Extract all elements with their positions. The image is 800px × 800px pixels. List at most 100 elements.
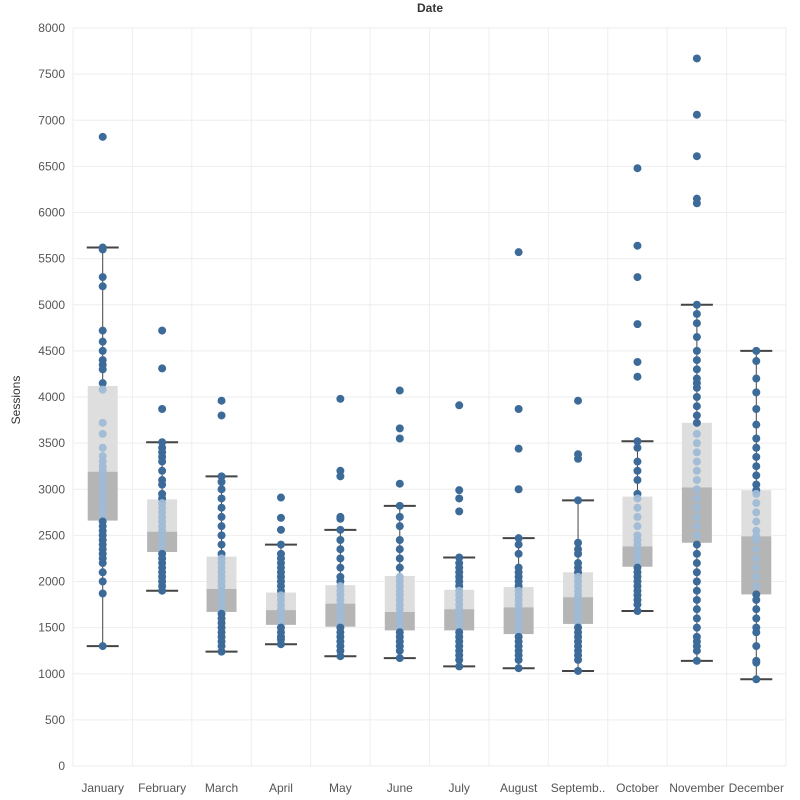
data-point [158, 438, 167, 447]
data-point [692, 365, 701, 374]
data-point [395, 424, 404, 433]
data-point [395, 654, 404, 663]
data-point [633, 494, 642, 503]
data-point [336, 535, 345, 544]
y-tick-label: 7000 [38, 113, 65, 127]
data-point [633, 357, 642, 366]
data-point [276, 513, 285, 522]
data-point [692, 383, 701, 392]
y-tick-label: 5000 [38, 298, 65, 312]
y-tick-label: 4000 [38, 390, 65, 404]
grid-lines [72, 27, 787, 767]
data-point [336, 514, 345, 523]
y-tick-label: 4500 [38, 344, 65, 358]
data-point [692, 300, 701, 309]
data-point [692, 466, 701, 475]
data-point [692, 448, 701, 457]
data-point [752, 563, 761, 572]
data-point [633, 164, 642, 173]
data-point [692, 512, 701, 521]
data-point [574, 454, 583, 463]
data-point [633, 241, 642, 250]
data-point [98, 282, 107, 291]
y-tick-label: 500 [45, 713, 65, 727]
data-point [217, 477, 226, 486]
data-point [752, 526, 761, 535]
data-point [514, 444, 523, 453]
data-point [98, 346, 107, 355]
data-point [692, 656, 701, 665]
data-point [98, 642, 107, 651]
data-point [98, 443, 107, 452]
data-point [395, 535, 404, 544]
data-point [455, 494, 464, 503]
y-tick-label: 3000 [38, 482, 65, 496]
data-point [514, 540, 523, 549]
data-point [217, 647, 226, 656]
data-point [98, 568, 107, 577]
data-point [574, 538, 583, 547]
data-point [158, 364, 167, 373]
data-point [752, 614, 761, 623]
data-point [692, 614, 701, 623]
data-point [752, 605, 761, 614]
x-tick-label: May [329, 781, 352, 795]
data-point [692, 646, 701, 655]
data-point [395, 646, 404, 655]
data-point [395, 522, 404, 531]
y-tick-labels: 0 500 1000 1500 2000 2500 3000 3500 4000 4500 5000… [38, 21, 65, 773]
data-point [217, 396, 226, 405]
data-point [692, 418, 701, 427]
data-point [692, 623, 701, 632]
data-point [514, 655, 523, 664]
data-point [633, 607, 642, 616]
data-point [158, 586, 167, 595]
data-point [514, 534, 523, 543]
data-point [752, 658, 761, 667]
data-point [752, 675, 761, 684]
data-point [514, 485, 523, 494]
data-point [752, 357, 761, 366]
data-point [692, 485, 701, 494]
data-point [752, 471, 761, 480]
data-point [633, 512, 642, 521]
data-point [98, 337, 107, 346]
data-point [752, 443, 761, 452]
data-point [692, 595, 701, 604]
data-point [276, 540, 285, 549]
data-point [692, 577, 701, 586]
data-point [158, 404, 167, 413]
x-tick-label: October [616, 781, 659, 795]
data-point [633, 273, 642, 282]
data-point [98, 273, 107, 282]
data-point [752, 452, 761, 461]
data-point [752, 480, 761, 489]
data-point [158, 326, 167, 335]
data-point [692, 356, 701, 365]
data-point [574, 396, 583, 405]
data-point [752, 420, 761, 429]
x-tick-label: December [729, 781, 784, 795]
data-point [692, 309, 701, 318]
data-point [692, 494, 701, 503]
data-point [395, 386, 404, 395]
data-point [336, 525, 345, 534]
data-point [455, 507, 464, 516]
data-point [395, 554, 404, 563]
data-point [692, 402, 701, 411]
data-point [455, 655, 464, 664]
x-tick-label: November [669, 781, 724, 795]
data-point [692, 476, 701, 485]
data-point [217, 503, 226, 512]
data-point [692, 333, 701, 342]
data-point [395, 545, 404, 554]
data-point [752, 499, 761, 508]
data-point [752, 517, 761, 526]
data-point [692, 531, 701, 540]
data-point [752, 628, 761, 637]
data-point [752, 388, 761, 397]
data-point [692, 522, 701, 531]
data-point [98, 559, 107, 568]
y-tick-label: 6500 [38, 159, 65, 173]
data-point [692, 54, 701, 63]
